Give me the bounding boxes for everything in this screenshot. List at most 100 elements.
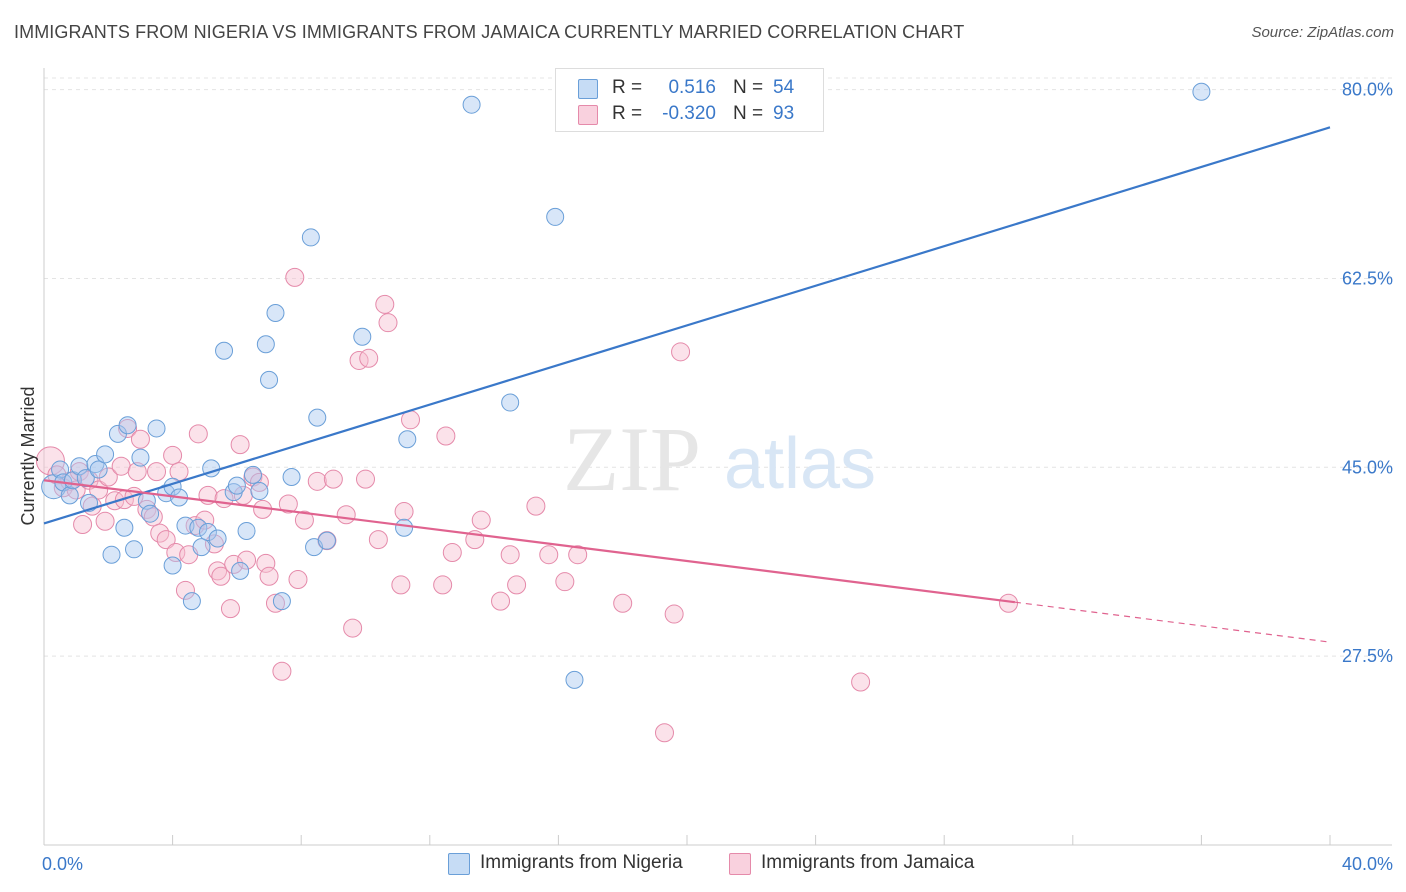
- data-point-jamaica: [285, 267, 305, 287]
- data-point-jamaica: [175, 580, 195, 600]
- legend-n-label: N =: [733, 77, 764, 98]
- data-point-nigeria: [272, 592, 291, 611]
- data-point-nigeria: [398, 430, 417, 449]
- data-point-nigeria: [395, 518, 414, 537]
- data-point-jamaica: [568, 545, 588, 565]
- data-point-nigeria: [118, 416, 137, 435]
- data-point-jamaica: [491, 591, 511, 611]
- legend-r-label: R =: [612, 103, 643, 124]
- data-point-jamaica: [359, 348, 379, 368]
- data-point-jamaica: [130, 429, 150, 449]
- data-point-nigeria: [546, 207, 565, 226]
- bottom-legend-label-jamaica: Immigrants from Jamaica: [761, 852, 975, 873]
- data-point-nigeria: [237, 521, 256, 540]
- data-point-nigeria: [86, 455, 105, 474]
- data-point-nigeria: [266, 303, 285, 322]
- y-axis-label: Currently Married: [18, 386, 38, 525]
- data-point-nigeria: [501, 393, 520, 412]
- y-tick-label: 45.0%: [1342, 457, 1393, 477]
- data-point-jamaica: [433, 575, 453, 595]
- data-point-nigeria: [60, 486, 79, 505]
- data-point-jamaica: [278, 494, 298, 514]
- data-point-nigeria: [192, 538, 211, 557]
- data-point-jamaica: [95, 511, 115, 531]
- data-point-jamaica: [127, 462, 147, 482]
- data-point-nigeria: [260, 370, 279, 389]
- data-point-jamaica: [323, 469, 343, 489]
- watermark-atlas: atlas: [724, 424, 876, 504]
- data-point-jamaica: [375, 294, 395, 314]
- tick-labels: 27.5% 45.0% 62.5% 80.0% 0.0% 40.0%: [42, 80, 1393, 874]
- data-point-jamaica: [356, 469, 375, 489]
- legend-n-value: 93: [773, 103, 795, 124]
- data-point-jamaica: [394, 502, 414, 522]
- legend-n-label: N =: [733, 103, 764, 124]
- source-label: Source: ZipAtlas.com: [1251, 24, 1394, 41]
- data-point-jamaica: [195, 510, 215, 530]
- data-point-jamaica: [265, 593, 285, 613]
- data-point-nigeria: [215, 341, 234, 360]
- chart-title: IMMIGRANTS FROM NIGERIA VS IMMIGRANTS FR…: [14, 22, 965, 42]
- data-point-nigeria: [102, 545, 121, 564]
- data-point-nigeria: [462, 95, 481, 114]
- data-point-nigeria: [163, 556, 182, 575]
- data-point-nigeria: [182, 592, 201, 611]
- data-point-nigeria: [141, 504, 160, 523]
- data-point-jamaica: [230, 435, 250, 455]
- data-point-jamaica: [143, 507, 163, 527]
- legend-swatch-jamaica: [578, 105, 598, 125]
- data-point-jamaica: [555, 572, 575, 592]
- data-point-jamaica: [220, 599, 240, 619]
- legend-n-value: 54: [773, 77, 795, 98]
- data-point-jamaica: [307, 471, 327, 491]
- data-point-jamaica: [272, 661, 292, 681]
- legend-r-value: 0.516: [668, 77, 716, 98]
- data-point-nigeria: [115, 518, 134, 537]
- data-point-jamaica: [500, 545, 520, 565]
- data-point-jamaica: [436, 426, 456, 446]
- data-point-nigeria: [96, 445, 115, 464]
- data-point-nigeria: [250, 482, 269, 501]
- data-point-jamaica: [188, 424, 208, 444]
- data-point-nigeria: [243, 465, 262, 484]
- y-tick-label: 80.0%: [1342, 80, 1393, 100]
- trend-line-jamaica-extension: [1014, 601, 1331, 643]
- data-point-nigeria: [208, 529, 227, 548]
- bottom-legend-swatch-jamaica: [729, 853, 751, 875]
- x-tick-label: 40.0%: [1342, 854, 1393, 874]
- data-point-jamaica: [294, 510, 314, 530]
- data-point-jamaica: [111, 456, 131, 476]
- series-nigeria: [41, 82, 1211, 689]
- data-point-nigeria: [565, 670, 584, 689]
- data-point-nigeria: [282, 468, 301, 487]
- data-point-jamaica: [851, 672, 871, 692]
- data-point-jamaica: [237, 550, 257, 570]
- data-point-jamaica: [442, 543, 462, 563]
- data-point-nigeria: [1192, 82, 1211, 101]
- data-point-jamaica: [526, 496, 546, 516]
- data-point-jamaica: [259, 566, 279, 586]
- data-point-nigeria: [189, 518, 208, 537]
- x-tick-label: 0.0%: [42, 854, 83, 874]
- data-point-jamaica: [391, 575, 411, 595]
- data-point-jamaica: [507, 575, 527, 595]
- data-point-jamaica: [147, 462, 167, 482]
- data-point-jamaica: [163, 445, 183, 465]
- y-tick-label: 27.5%: [1342, 646, 1393, 666]
- axes: [43, 68, 1392, 846]
- data-point-nigeria: [125, 540, 144, 559]
- data-point-jamaica: [613, 593, 633, 613]
- data-point-jamaica: [471, 510, 491, 530]
- legend-r-label: R =: [612, 77, 643, 98]
- data-point-jamaica: [336, 505, 356, 525]
- data-point-jamaica: [378, 313, 398, 333]
- data-point-jamaica: [368, 530, 388, 550]
- data-point-jamaica: [343, 618, 363, 638]
- data-point-jamaica: [999, 593, 1018, 613]
- data-point-jamaica: [349, 350, 369, 370]
- trend-line-jamaica: [43, 479, 1016, 604]
- watermark-zip: ZIP: [563, 408, 701, 510]
- data-point-jamaica: [654, 723, 674, 743]
- data-point-nigeria: [131, 448, 150, 467]
- bottom-legend-swatch-nigeria: [448, 853, 470, 875]
